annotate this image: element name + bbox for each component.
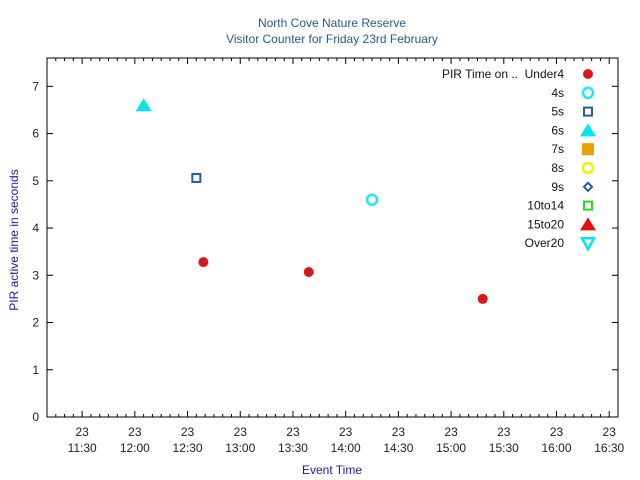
legend-label: Under4: [525, 67, 565, 81]
x-tick-day: 23: [603, 425, 617, 439]
x-tick-day: 23: [75, 425, 89, 439]
legend-title: PIR Time on ..: [442, 67, 518, 81]
data-point-under4: [303, 266, 314, 277]
x-tick-time: 14:00: [331, 441, 361, 455]
data-point-under4: [477, 293, 488, 304]
legend-marker: [583, 200, 593, 211]
y-tick-label: 1: [32, 363, 39, 377]
x-axis-label: Event Time: [302, 463, 362, 477]
x-tick-time: 15:30: [489, 441, 519, 455]
y-tick-label: 7: [32, 79, 39, 93]
data-point-4s: [365, 193, 379, 206]
x-tick-time: 11:30: [68, 441, 97, 455]
x-tick-time: 16:00: [541, 441, 571, 455]
legend-marker: [581, 86, 595, 100]
y-tick-label: 4: [32, 221, 39, 235]
legend-label: 6s: [551, 123, 564, 137]
x-tick-day: 23: [444, 425, 458, 439]
legend-label: Over20: [525, 236, 565, 250]
y-tick-label: 3: [32, 268, 39, 282]
legend-marker: [582, 181, 594, 193]
y-tick-label: 0: [32, 410, 39, 424]
x-tick-day: 23: [128, 425, 142, 439]
y-axis-label: PIR active time in seconds: [7, 169, 21, 310]
x-tick-day: 23: [497, 425, 511, 439]
legend-label: 4s: [551, 86, 564, 100]
legend-label: 10to14: [527, 199, 564, 213]
axes: [46, 57, 619, 418]
x-tick-day: 23: [181, 425, 195, 439]
legend-label: 7s: [551, 142, 564, 156]
legend-marker: [579, 236, 597, 252]
legend-marker: [580, 123, 596, 137]
x-tick-time: 13:30: [278, 441, 308, 455]
legend-label: 15to20: [527, 217, 564, 231]
x-tick-time: 13:00: [225, 441, 255, 455]
x-tick-day: 23: [339, 425, 353, 439]
x-tick-day: 23: [550, 425, 564, 439]
legend-marker: [580, 217, 596, 231]
x-tick-time: 16:30: [594, 441, 624, 455]
x-tick-time: 14:30: [383, 441, 413, 455]
plot-frame: [46, 57, 619, 418]
x-tick-time: 12:00: [120, 441, 150, 455]
legend-label: 8s: [551, 161, 564, 175]
legend-label: 5s: [551, 105, 564, 119]
x-tick-day: 23: [286, 425, 300, 439]
y-tick-label: 5: [32, 174, 39, 188]
data-points: [135, 98, 488, 304]
legend: PIR Time on .. Under4 4s 5s 6s 7s 8s 9s 10to14 15…: [442, 67, 597, 252]
data-point-6s: [135, 98, 152, 112]
legend-marker: [581, 161, 595, 175]
ticks: 012345672311:302312:002312:302313:002313…: [32, 58, 625, 455]
legend-label: 9s: [551, 180, 564, 194]
legend-marker: [582, 143, 594, 156]
y-tick-label: 6: [32, 127, 39, 141]
data-point-under4: [198, 257, 209, 268]
x-tick-day: 23: [392, 425, 406, 439]
x-tick-time: 12:30: [173, 441, 203, 455]
y-tick-label: 2: [32, 316, 39, 330]
x-tick-day: 23: [234, 425, 248, 439]
chart-title: North Cove Nature Reserve: [258, 16, 406, 30]
x-tick-time: 15:00: [436, 441, 466, 455]
legend-marker: [583, 69, 593, 79]
chart-subtitle: Visitor Counter for Friday 23rd February: [226, 32, 438, 46]
data-point-5s: [191, 172, 202, 183]
legend-marker: [583, 106, 593, 117]
